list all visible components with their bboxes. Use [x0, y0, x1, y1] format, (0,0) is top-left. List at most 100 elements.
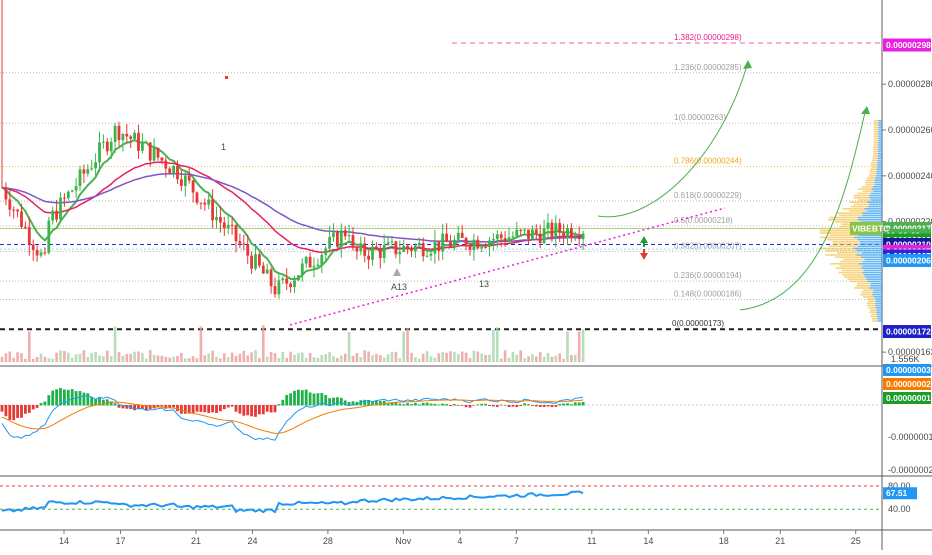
- candle-body: [527, 229, 530, 239]
- volume-profile-bar: [873, 120, 879, 122]
- volume-profile-bar: [862, 190, 874, 192]
- down-arrow-icon: [643, 249, 645, 254]
- y-tick-label: 0.00000220: [888, 217, 932, 227]
- price-tag-label: 0.00000217: [886, 223, 931, 233]
- candle-body: [176, 165, 179, 180]
- volume-bar: [511, 351, 515, 362]
- volume-bar: [102, 356, 105, 362]
- volume-profile-bar: [873, 131, 879, 133]
- volume-profile-bar: [865, 179, 875, 181]
- macd-histogram-bar: [573, 402, 577, 406]
- volume-profile-bar: [878, 131, 882, 133]
- volume-bar: [453, 351, 456, 362]
- candle-body: [258, 254, 261, 266]
- volume-profile-bar: [853, 236, 882, 239]
- candle-body: [445, 233, 448, 242]
- volume-profile-bar: [869, 175, 877, 177]
- macd-histogram-bar: [63, 389, 66, 406]
- candle-body: [289, 283, 292, 288]
- volume-bar: [558, 353, 561, 362]
- volume-bar: [347, 331, 351, 362]
- macd-histogram-bar: [281, 399, 285, 406]
- volume-profile-bar: [841, 269, 864, 272]
- volume-profile-bar: [865, 181, 875, 184]
- macd-histogram-bar: [542, 405, 546, 407]
- candle-body: [86, 169, 90, 174]
- volume-profile-bar: [864, 276, 882, 278]
- volume-profile-bar: [876, 168, 882, 170]
- volume-bar: [343, 353, 347, 362]
- candle-body: [125, 133, 129, 137]
- x-tick-label: 17: [116, 536, 126, 546]
- volume-bar: [55, 352, 58, 362]
- volume-bar: [246, 355, 249, 362]
- ema-fast-line: [1, 138, 584, 281]
- volume-bar: [308, 352, 312, 362]
- marker-dot: [225, 76, 228, 79]
- candle-body: [12, 209, 16, 211]
- volume-profile-bar: [819, 236, 854, 239]
- macd-histogram-bar: [195, 405, 199, 412]
- volume-profile-bar: [873, 139, 879, 142]
- macd-histogram-bar: [160, 405, 164, 407]
- macd-histogram-bar: [534, 405, 538, 407]
- macd-histogram-bar: [367, 399, 370, 406]
- fibonacci-levels[interactable]: 1.382(0.00000298) 1.236(0.00000285) 1(0.00…: [0, 33, 882, 331]
- volume-profile-bar: [858, 263, 882, 265]
- volume-bar: [8, 351, 12, 362]
- macd-histogram-bar: [375, 400, 378, 406]
- volume-profile-bar: [873, 148, 878, 151]
- volume-profile-bar: [835, 256, 861, 258]
- volume-profile-bar: [877, 148, 882, 151]
- volume-profile-bar: [820, 227, 855, 230]
- volume-bar: [164, 356, 168, 362]
- volume-profile-bar: [871, 166, 878, 168]
- macd-histogram-bar: [12, 405, 16, 421]
- x-tick-label: 14: [59, 536, 69, 546]
- macd-histogram-bar: [480, 403, 484, 406]
- volume-profile-bar: [866, 302, 876, 305]
- volume-bar: [562, 358, 565, 362]
- volume-profile-bar: [864, 258, 882, 261]
- volume-profile-bar: [869, 203, 882, 206]
- volume-profile-bar: [874, 181, 882, 184]
- volume-bar: [293, 354, 296, 362]
- candle-body: [207, 199, 211, 205]
- count-marker-icon: [393, 268, 401, 276]
- macd-histogram-bar: [519, 405, 523, 407]
- macd-histogram-bar: [398, 403, 402, 406]
- volume-profile-bar: [857, 192, 871, 195]
- candle-body: [320, 254, 324, 265]
- macd-histogram-bar: [121, 405, 125, 409]
- drawings[interactable]: A13 13 1: [221, 60, 870, 326]
- candle-body: [417, 243, 421, 246]
- rsi-line: [1, 490, 584, 514]
- price-tags: 0.000002980.0000021701:00:000.000002120.…: [850, 38, 931, 339]
- candle-body: [484, 246, 487, 248]
- candle-body: [59, 197, 62, 220]
- volume-profile-bar: [867, 304, 876, 307]
- macd-histogram-bar: [499, 404, 503, 406]
- candle-body: [250, 255, 253, 269]
- volume-profile-bar: [872, 318, 878, 320]
- x-tick-label: 18: [719, 536, 729, 546]
- candle-body: [425, 255, 429, 257]
- volume-profile-bar: [870, 164, 877, 166]
- candle-body: [492, 239, 495, 241]
- macd-histogram-bar: [86, 393, 90, 406]
- volume-profile-bar: [853, 194, 870, 197]
- macd-tag-label: 0.00000001: [886, 393, 931, 403]
- volume-bar: [16, 352, 19, 362]
- candle-body: [226, 224, 230, 228]
- volume-profile-bar: [858, 188, 872, 190]
- volume-bar: [226, 357, 230, 362]
- volume-bar: [519, 350, 522, 362]
- volume-bar: [207, 353, 210, 362]
- macd-histogram-bar: [433, 403, 437, 406]
- candle-body: [141, 143, 144, 151]
- macd-histogram-bar: [156, 405, 160, 408]
- volume-bar: [187, 358, 191, 362]
- macd-histogram-bar: [484, 403, 487, 406]
- candle-body: [375, 246, 378, 249]
